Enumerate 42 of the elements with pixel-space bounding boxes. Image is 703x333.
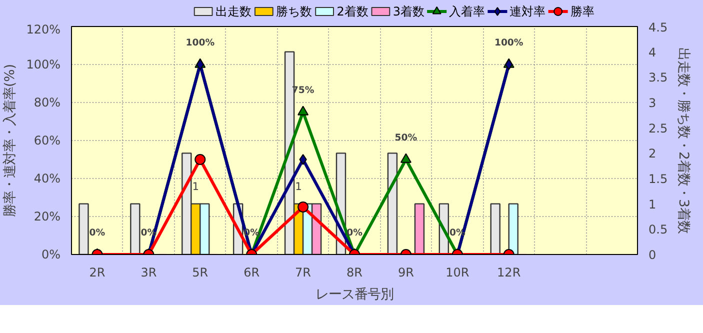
- y2-tick-label: 3: [648, 96, 656, 110]
- x-axis-title: レース番号別: [316, 288, 394, 302]
- legend-label: 連対率: [510, 4, 546, 18]
- data-label: 1: [192, 180, 200, 193]
- y-tick-label: 40%: [34, 172, 60, 186]
- y2-tick-label: 3.5: [648, 70, 668, 85]
- y-tick-label: 80%: [34, 96, 60, 110]
- x-tick-label: 5R: [192, 266, 208, 280]
- x-tick-label: 3R: [140, 266, 157, 280]
- y2-axis-title: 出走数・勝ち数・2着数・3着数: [676, 48, 692, 234]
- data-label: 100%: [186, 38, 216, 48]
- data-label: 50%: [394, 132, 418, 144]
- y2-tick-label: 0: [648, 248, 656, 262]
- y-tick-label: 20%: [34, 210, 60, 224]
- data-label: 1: [295, 180, 302, 193]
- y2-tick-label: 4: [648, 45, 656, 60]
- y2-tick-label: 1: [648, 197, 656, 212]
- y-tick-label: 100%: [26, 58, 61, 72]
- y2-tick-label: 1.5: [648, 172, 668, 186]
- x-tick-label: 9R: [398, 266, 414, 280]
- y2-tick-label: 4.5: [648, 20, 668, 34]
- legend-label: 勝ち数: [276, 4, 312, 18]
- legend-label: 入着率: [449, 4, 486, 18]
- legend-label: 2着数: [336, 4, 368, 18]
- y2-tick-label: 2: [648, 146, 656, 161]
- y-tick-label: 120%: [26, 22, 61, 36]
- x-tick-label: 2R: [89, 266, 106, 280]
- x-tick-label: 6R: [244, 266, 260, 280]
- x-tick-label: 10R: [446, 266, 470, 280]
- data-label: 100%: [494, 38, 524, 48]
- x-tick-label: 7R: [295, 266, 312, 280]
- legend-label: 勝率: [570, 4, 594, 18]
- data-label: 0%: [89, 228, 106, 238]
- y2-tick-label: 0.5: [648, 222, 668, 237]
- legend-label: 出走数: [216, 4, 252, 18]
- y-tick-label: 0%: [41, 248, 61, 262]
- y-tick-label: 60%: [34, 134, 60, 148]
- x-tick-label: 12R: [497, 266, 521, 280]
- y2-tick-label: 2.5: [648, 121, 668, 136]
- legend-label: 3着数: [392, 4, 425, 18]
- y-axis-title: 勝率・連対率・入着率(%): [2, 64, 18, 218]
- x-tick-label: 8R: [346, 266, 362, 280]
